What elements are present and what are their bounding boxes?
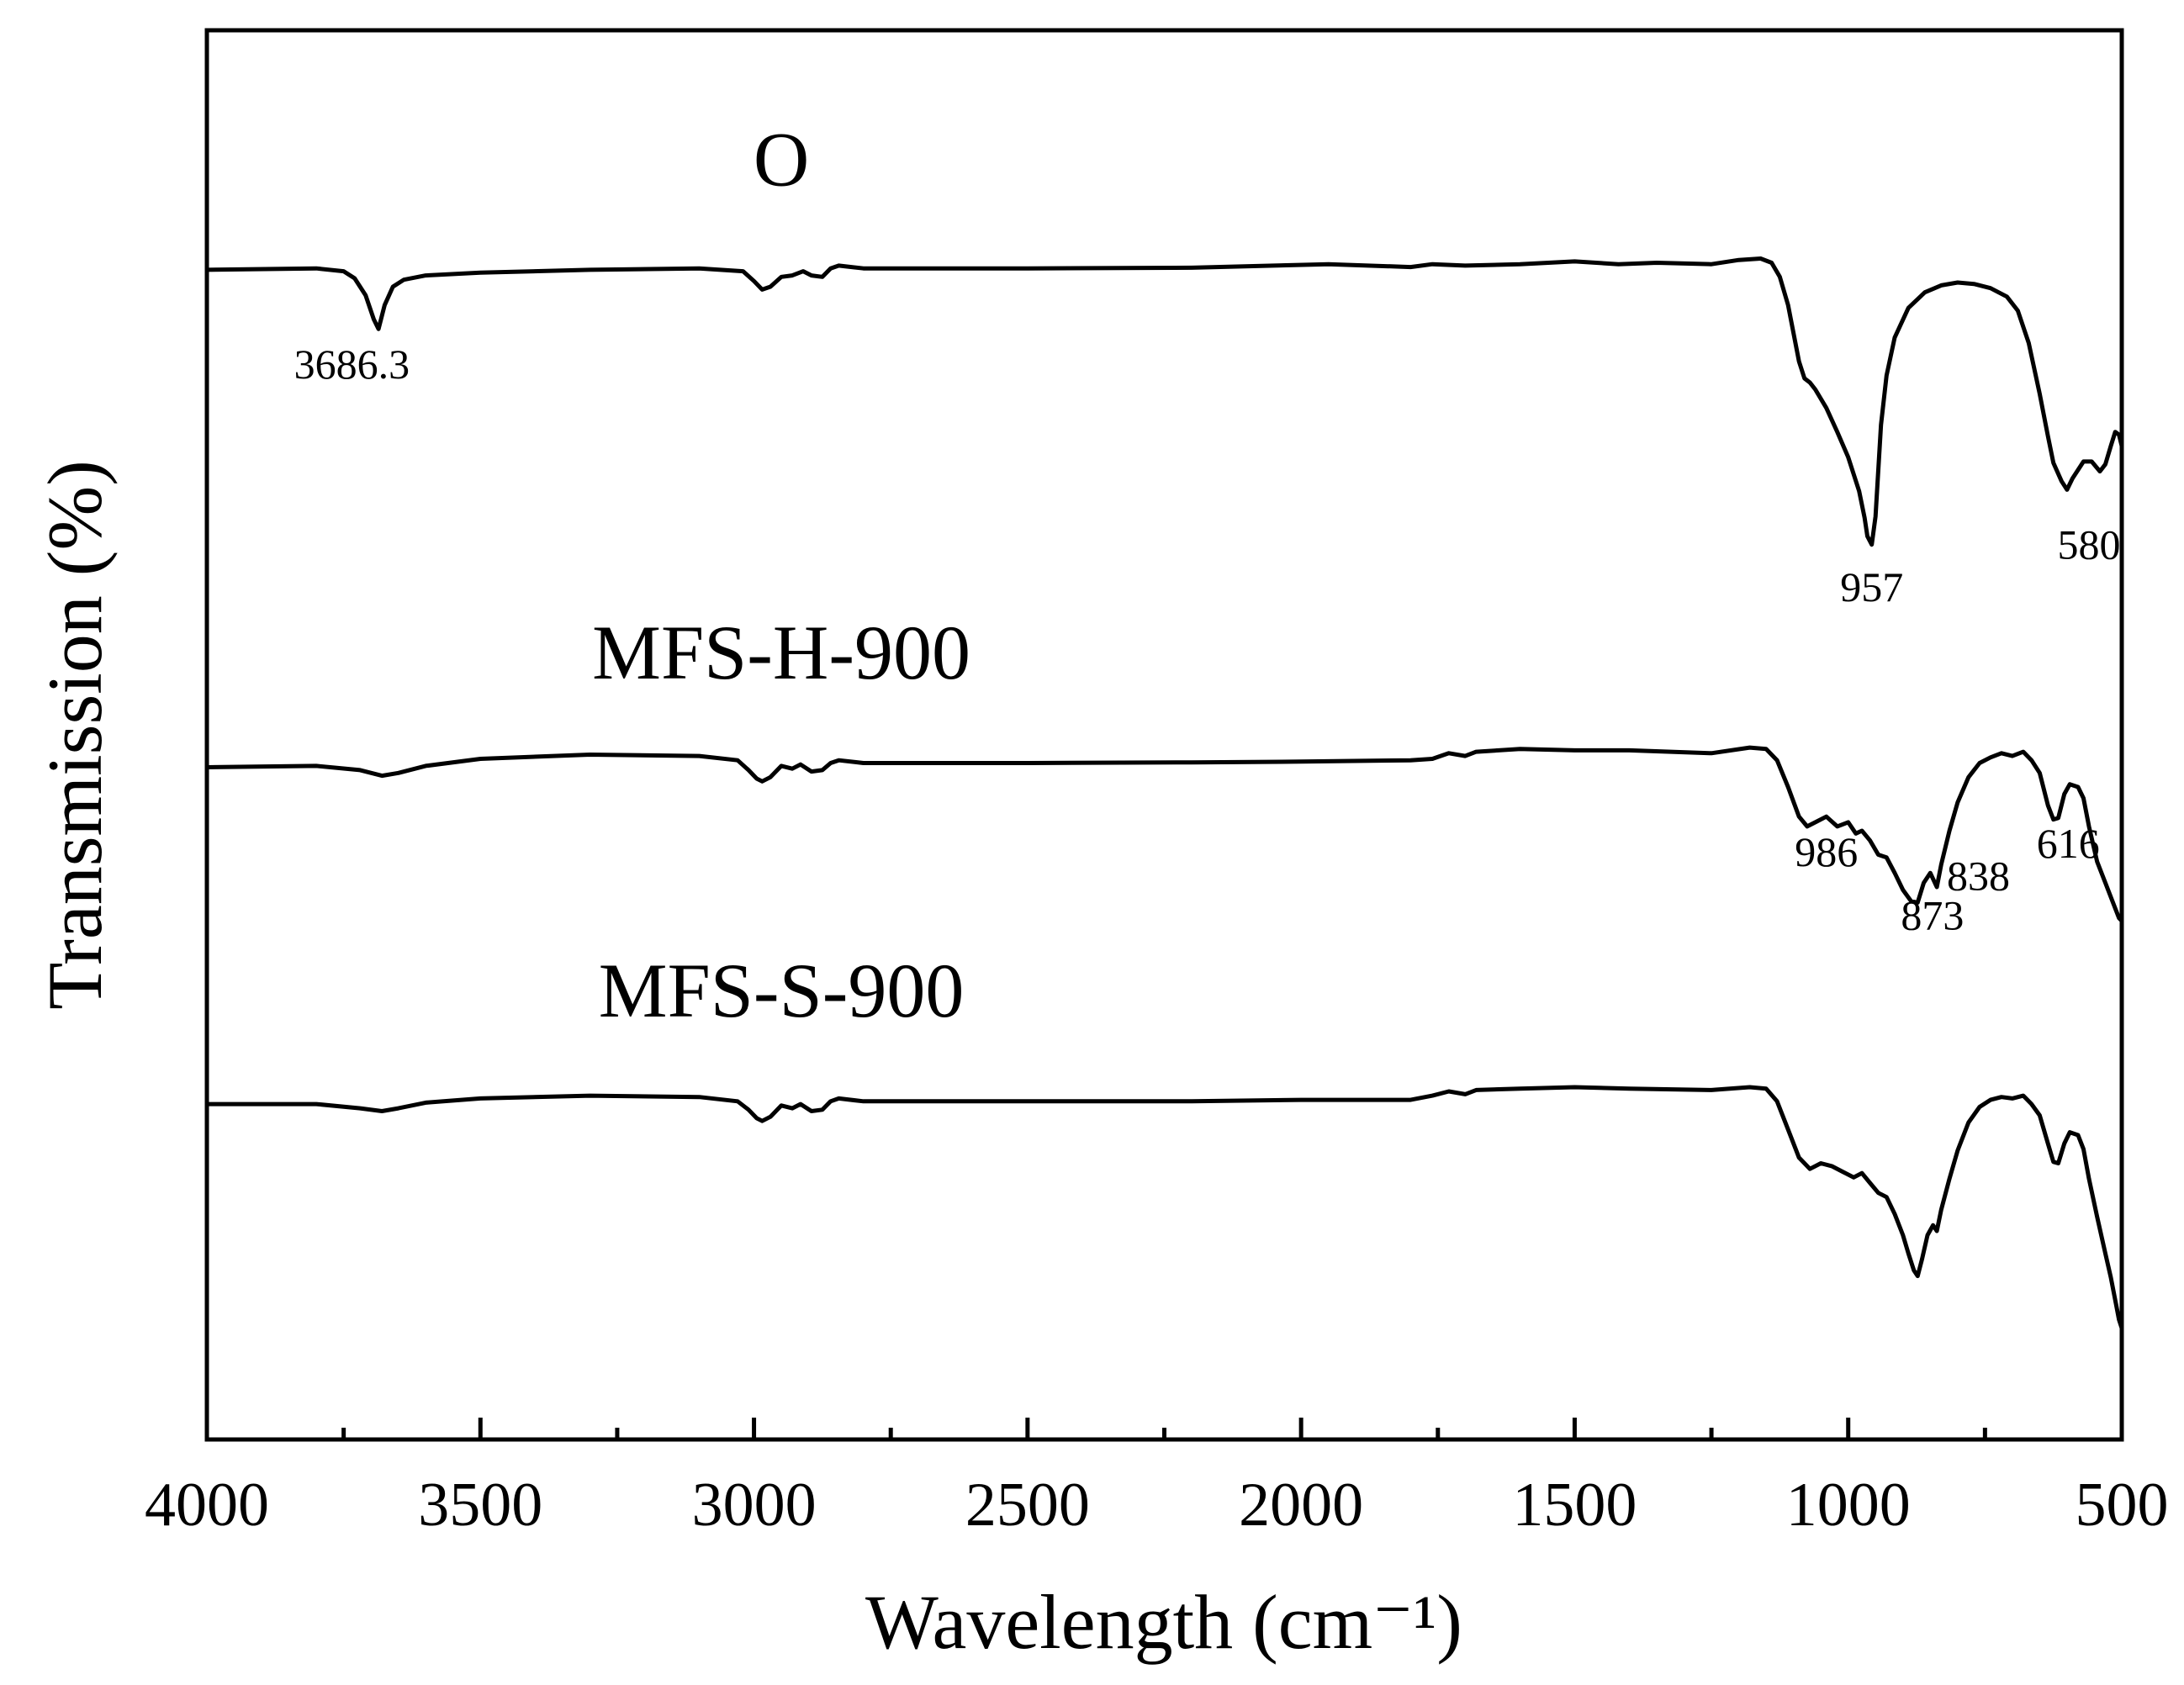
peak-label: 838 (1947, 852, 2010, 899)
peak-label: 873 (1901, 891, 1964, 938)
x-tick-label: 3000 (692, 1471, 817, 1540)
peak-label: 3686.3 (294, 341, 410, 388)
series-label: O (754, 116, 809, 202)
spectra (204, 256, 2124, 1331)
peak-label: 580 (2057, 521, 2120, 568)
plot-frame (204, 28, 2124, 1442)
x-tick-label: 2500 (965, 1471, 1090, 1540)
series-label: MFS-H-900 (592, 610, 970, 695)
x-tick-label: 1500 (1512, 1471, 1637, 1540)
x-tick-label: 3500 (418, 1471, 542, 1540)
series-line-mfs-h-900 (204, 745, 2124, 923)
peak-label: 957 (1840, 563, 1903, 610)
x-tick-label: 500 (2076, 1471, 2169, 1540)
x-tick-label: 1000 (1786, 1471, 1911, 1540)
peak-label: 616 (2037, 820, 2100, 867)
x-axis-title: Wavelength (cm⁻¹) (865, 1579, 1462, 1665)
series-label: MFS-S-900 (599, 948, 965, 1033)
x-tick-label: 2000 (1239, 1471, 1363, 1540)
x-axis-tick-labels: 4000 3500 3000 2500 2000 1500 1000 500 (145, 1471, 2169, 1540)
x-tick-label: 4000 (145, 1471, 269, 1540)
series-line-mfs-s-900 (204, 1085, 2124, 1331)
x-axis-ticks (204, 1418, 2124, 1439)
peak-label: 986 (1795, 828, 1858, 875)
series-line-o (204, 256, 2124, 547)
y-axis-title: Transmission (%) (32, 460, 118, 1009)
series-labels: O MFS-H-900 MFS-S-900 (592, 116, 970, 1033)
